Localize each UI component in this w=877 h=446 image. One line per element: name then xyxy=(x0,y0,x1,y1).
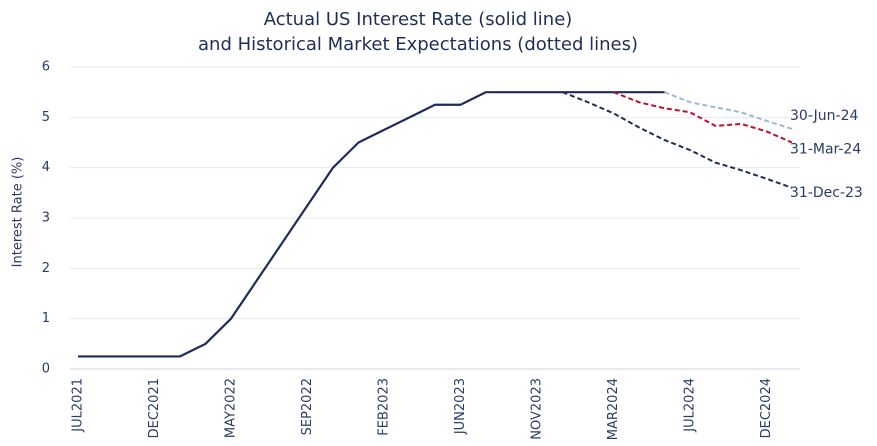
x-tick-label: DEC2021 xyxy=(147,378,162,438)
chart-title: and Historical Market Expectations (dott… xyxy=(198,34,638,55)
y-tick-label: 2 xyxy=(42,261,50,276)
x-tick-label: NOV2023 xyxy=(530,378,545,440)
series-end-label: 30-Jun-24 xyxy=(790,108,858,124)
y-tick-label: 3 xyxy=(42,211,50,226)
series-line xyxy=(562,91,793,189)
y-tick-label: 5 xyxy=(42,110,50,125)
x-tick-label: JUL2021 xyxy=(71,378,86,433)
y-tick-label: 0 xyxy=(42,362,50,377)
x-tick-label: JUN2023 xyxy=(453,378,468,435)
chart-title: Actual US Interest Rate (solid line) xyxy=(264,9,573,30)
x-tick-label: FEB2023 xyxy=(377,378,392,436)
series-line xyxy=(664,91,793,130)
series-line xyxy=(613,91,793,144)
y-tick-label: 6 xyxy=(42,60,50,75)
y-tick-label: 1 xyxy=(42,311,50,326)
series-end-label: 31-Mar-24 xyxy=(790,142,861,158)
x-tick-label: DEC2024 xyxy=(759,378,774,438)
series-end-label: 31-Dec-23 xyxy=(790,185,863,201)
series-line xyxy=(78,91,665,358)
x-tick-label: JUL2024 xyxy=(683,378,698,433)
y-axis-label: Interest Rate (%) xyxy=(11,157,26,268)
y-tick-label: 4 xyxy=(42,160,50,175)
x-tick-label: SEP2022 xyxy=(300,378,315,435)
x-tick-label: MAY2022 xyxy=(224,378,239,438)
x-tick-label: MAR2024 xyxy=(606,378,621,440)
